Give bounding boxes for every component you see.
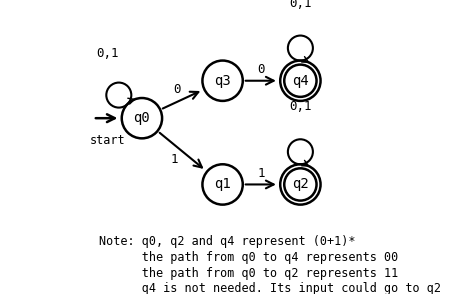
Circle shape [202,164,243,205]
Circle shape [202,61,243,101]
Circle shape [280,61,320,101]
Text: q2: q2 [292,178,309,191]
Text: 0,1: 0,1 [289,100,311,113]
Text: q0: q0 [134,111,150,125]
Circle shape [280,164,320,205]
Text: the path from q0 to q2 represents 11: the path from q0 to q2 represents 11 [99,267,398,280]
Text: q1: q1 [214,178,231,191]
Text: 0: 0 [173,83,181,96]
Text: the path from q0 to q4 represents 00: the path from q0 to q4 represents 00 [99,251,398,264]
Text: start: start [90,134,126,147]
Text: 1: 1 [171,153,179,166]
Text: 0: 0 [257,63,264,76]
Circle shape [122,98,162,138]
Text: q3: q3 [214,74,231,88]
Text: 0,1: 0,1 [289,0,311,10]
Text: 1: 1 [257,167,264,180]
Text: 0,1: 0,1 [96,46,118,59]
Text: q4 is not needed. Its input could go to q2: q4 is not needed. Its input could go to … [99,283,441,294]
Text: q4: q4 [292,74,309,88]
Text: Note: q0, q2 and q4 represent (0+1)*: Note: q0, q2 and q4 represent (0+1)* [99,235,355,248]
